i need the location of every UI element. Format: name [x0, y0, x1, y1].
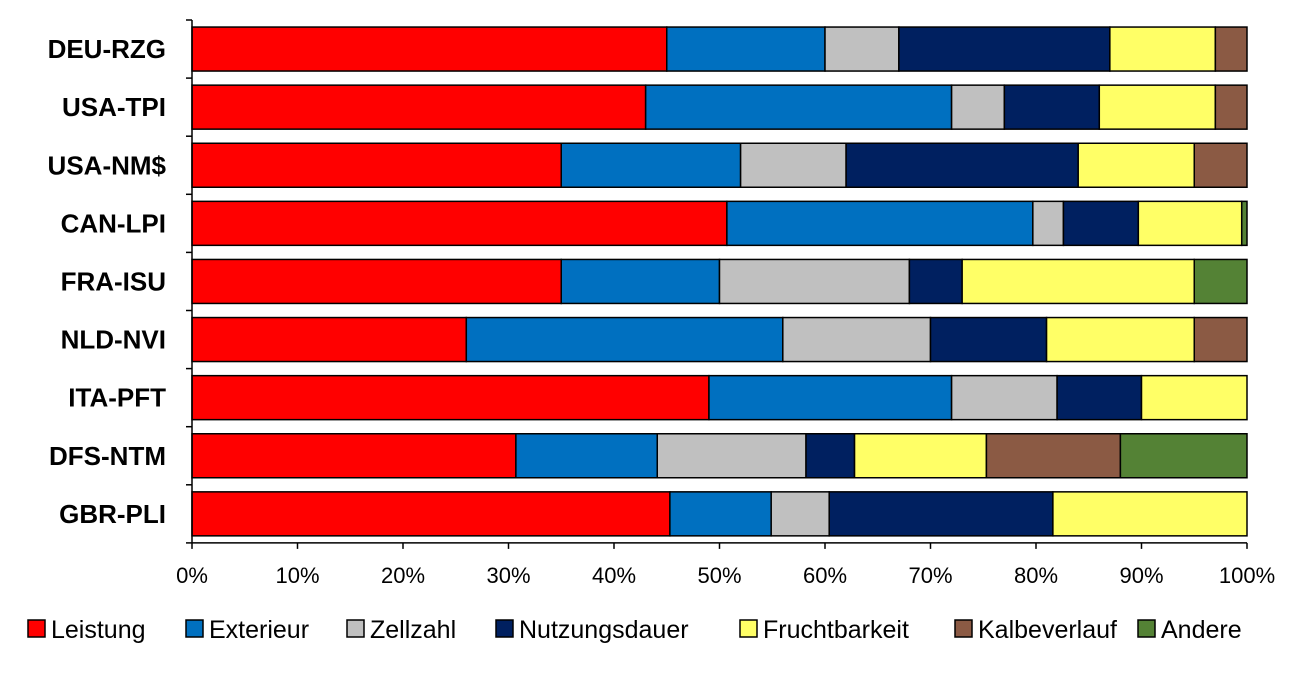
- x-tick-label: 0%: [176, 563, 208, 588]
- bar-segment-nld-nvi-leistung: [191, 316, 468, 363]
- bar-segment-gbr-pli-leistung: [191, 491, 671, 537]
- bar-segment-usa-tpi-zellzahl: [950, 84, 1006, 130]
- category-label: GBR-PLI: [59, 499, 166, 529]
- bar-segment-can-lpi-andere: [1240, 200, 1248, 247]
- bar-segment-fra-isu-fruchtbarkeit: [961, 258, 1196, 305]
- x-tick-label: 60%: [803, 563, 847, 588]
- category-label: NLD-NVI: [61, 325, 166, 355]
- bar-segment-dfs-ntm-zellzahl: [656, 433, 807, 479]
- bar-segment-can-lpi-fruchtbarkeit: [1137, 200, 1243, 247]
- bar-segment-deu-rzg-zellzahl: [824, 26, 900, 72]
- bar-segment-gbr-pli-fruchtbarkeit: [1052, 491, 1248, 537]
- bar-segment-deu-rzg-kalbeverlauf: [1214, 26, 1248, 72]
- bar-segment-deu-rzg-leistung: [191, 26, 668, 72]
- bar-segment-fra-isu-nutzungsdauer: [908, 258, 963, 305]
- bar-segment-usa-nm--fruchtbarkeit: [1077, 142, 1195, 188]
- legend-swatch-zellzahl: [346, 619, 365, 638]
- category-label: DEU-RZG: [48, 34, 166, 64]
- axis-layer: [186, 19, 1248, 549]
- legend-swatch-nutzungsdauer: [495, 619, 514, 638]
- legend-label-leistung: Leistung: [51, 616, 146, 644]
- category-label: DFS-NTM: [49, 441, 166, 471]
- x-tick-label: 20%: [381, 563, 425, 588]
- bar-segment-fra-isu-leistung: [191, 258, 562, 305]
- bar-segment-usa-tpi-fruchtbarkeit: [1098, 84, 1217, 130]
- x-tick-label: 50%: [697, 563, 741, 588]
- bar-segment-nld-nvi-fruchtbarkeit: [1045, 316, 1196, 363]
- legend-swatch-fruchtbarkeit: [739, 619, 758, 638]
- legend-label-nutzungsdauer: Nutzungsdauer: [519, 616, 689, 644]
- bar-segment-ita-pft-leistung: [191, 374, 710, 421]
- legend-label-zellzahl: Zellzahl: [370, 616, 456, 644]
- bar-segment-gbr-pli-zellzahl: [770, 491, 830, 537]
- bar-segment-usa-nm--nutzungsdauer: [845, 142, 1079, 188]
- bar-segment-fra-isu-andere: [1193, 258, 1248, 305]
- bar-segment-nld-nvi-zellzahl: [782, 316, 932, 363]
- x-tick-label: 100%: [1219, 563, 1275, 588]
- bar-segment-nld-nvi-kalbeverlauf: [1193, 316, 1248, 363]
- labels-layer: DEU-RZG USA-TPI USA-NM$ CAN-LPI FRA-ISU NLD-N…: [48, 34, 1276, 588]
- bar-segment-dfs-ntm-nutzungsdauer: [805, 433, 856, 479]
- bar-segment-usa-tpi-exterieur: [644, 84, 953, 130]
- bar-segment-usa-tpi-nutzungsdauer: [1003, 84, 1101, 130]
- x-tick-label: 90%: [1119, 563, 1163, 588]
- category-label: USA-TPI: [62, 92, 166, 122]
- bar-segment-usa-nm--leistung: [191, 142, 562, 188]
- bar-segment-deu-rzg-exterieur: [666, 26, 826, 72]
- bar-segment-usa-nm--zellzahl: [739, 142, 847, 188]
- legend-swatch-andere: [1137, 619, 1156, 638]
- bars-layer: [191, 26, 1248, 537]
- x-tick-label: 70%: [908, 563, 952, 588]
- bar-segment-dfs-ntm-andere: [1119, 433, 1248, 479]
- legend-label-andere: Andere: [1161, 616, 1242, 644]
- bar-segment-dfs-ntm-kalbeverlauf: [985, 433, 1122, 479]
- bar-segment-ita-pft-zellzahl: [950, 374, 1058, 421]
- x-tick-label: 10%: [275, 563, 319, 588]
- bar-segment-ita-pft-fruchtbarkeit: [1140, 374, 1248, 421]
- legend-swatch-exterieur: [185, 619, 204, 638]
- bar-segment-fra-isu-exterieur: [560, 258, 721, 305]
- bar-segment-can-lpi-nutzungsdauer: [1062, 200, 1140, 247]
- bar-segment-deu-rzg-nutzungsdauer: [898, 26, 1111, 72]
- legend-swatch-leistung: [27, 619, 46, 638]
- bar-segment-ita-pft-exterieur: [708, 374, 953, 421]
- bar-segment-fra-isu-zellzahl: [718, 258, 911, 305]
- legend-label-exterieur: Exterieur: [209, 616, 309, 644]
- bar-segment-can-lpi-leistung: [191, 200, 728, 247]
- bar-segment-nld-nvi-nutzungsdauer: [929, 316, 1048, 363]
- bar-segment-usa-nm--exterieur: [560, 142, 742, 188]
- legend-swatch-kalbeverlauf: [954, 619, 973, 638]
- category-label: USA-NM$: [48, 150, 167, 180]
- x-tick-label: 80%: [1014, 563, 1058, 588]
- bar-segment-usa-tpi-leistung: [191, 84, 647, 130]
- x-tick-label: 40%: [592, 563, 636, 588]
- category-label: FRA-ISU: [61, 266, 166, 296]
- legend-label-kalbeverlauf: Kalbeverlauf: [978, 616, 1117, 644]
- bar-segment-usa-tpi-kalbeverlauf: [1214, 84, 1248, 130]
- bar-segment-ita-pft-nutzungsdauer: [1056, 374, 1143, 421]
- category-label: ITA-PFT: [68, 383, 166, 413]
- bar-segment-dfs-ntm-leistung: [191, 433, 517, 479]
- bar-segment-dfs-ntm-fruchtbarkeit: [853, 433, 988, 479]
- legend-label-fruchtbarkeit: Fruchtbarkeit: [763, 616, 909, 644]
- bar-segment-usa-nm--kalbeverlauf: [1193, 142, 1248, 188]
- bar-segment-can-lpi-zellzahl: [1032, 200, 1065, 247]
- bar-segment-deu-rzg-fruchtbarkeit: [1109, 26, 1217, 72]
- x-tick-label: 30%: [486, 563, 530, 588]
- bar-segment-can-lpi-exterieur: [726, 200, 1034, 247]
- legend: Leistung Exterieur Zellzahl Nutzungsdauer Fr…: [27, 616, 1242, 644]
- bar-segment-dfs-ntm-exterieur: [515, 433, 659, 479]
- category-label: CAN-LPI: [61, 208, 166, 238]
- bar-segment-nld-nvi-exterieur: [465, 316, 784, 363]
- bar-segment-gbr-pli-nutzungsdauer: [828, 491, 1054, 537]
- bar-segment-gbr-pli-exterieur: [669, 491, 772, 537]
